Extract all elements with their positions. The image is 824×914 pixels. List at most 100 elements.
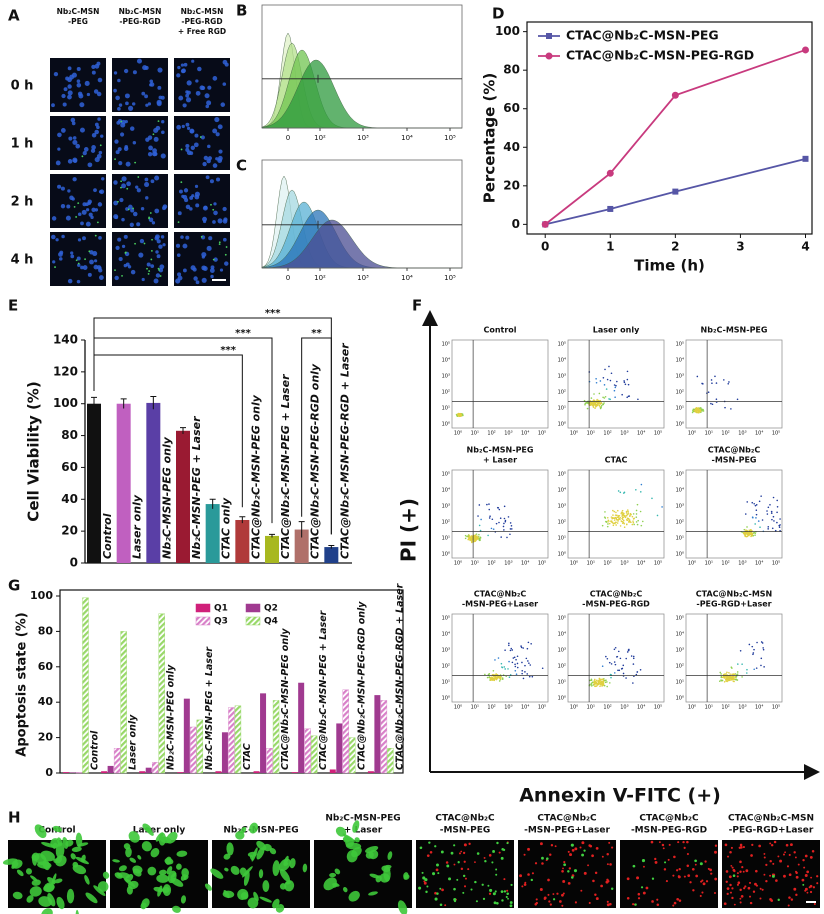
event-dot bbox=[752, 652, 755, 654]
dead-cell bbox=[802, 858, 805, 862]
x-tick-label: CTAC@Nb₂C-MSN-PEG + Laser bbox=[318, 609, 329, 770]
micrograph bbox=[174, 58, 230, 112]
dead-cell bbox=[727, 855, 730, 858]
dead-cell bbox=[714, 877, 718, 881]
y-tick-label: 20 bbox=[503, 178, 520, 192]
event-dot bbox=[488, 673, 490, 676]
event-dot bbox=[503, 666, 506, 668]
nucleus bbox=[162, 243, 166, 247]
live-cell bbox=[507, 897, 509, 900]
dead-cell bbox=[423, 880, 426, 883]
event-dot bbox=[515, 673, 518, 676]
event-dot bbox=[479, 529, 482, 532]
live-cells bbox=[112, 859, 120, 863]
y-tick-label: 10⁰ bbox=[442, 422, 450, 428]
event-dot bbox=[617, 650, 620, 653]
live-cells bbox=[329, 872, 337, 878]
event-dot bbox=[630, 655, 633, 657]
dead-cell bbox=[710, 872, 713, 875]
event-dot bbox=[766, 513, 769, 515]
nucleus bbox=[67, 189, 71, 193]
dead-cell bbox=[562, 867, 564, 870]
dead-cell bbox=[687, 874, 691, 877]
live-cell bbox=[426, 885, 429, 888]
dead-cell bbox=[631, 903, 635, 906]
event-dot bbox=[632, 513, 635, 515]
dead-cell bbox=[726, 887, 730, 891]
bar bbox=[387, 748, 394, 774]
y-tick-label: 10³ bbox=[558, 504, 566, 510]
event-dot bbox=[746, 533, 748, 536]
event-dot bbox=[602, 682, 605, 685]
x-tick-label: 10⁰ bbox=[688, 705, 696, 711]
event-dot bbox=[723, 680, 726, 683]
nucleus bbox=[224, 261, 229, 266]
event-dot bbox=[590, 683, 592, 686]
event-dot bbox=[509, 649, 512, 652]
micrograph bbox=[314, 840, 412, 908]
dead-cell bbox=[701, 891, 704, 894]
dead-cell bbox=[429, 850, 433, 854]
green-signal bbox=[75, 259, 78, 262]
nucleus bbox=[113, 71, 118, 75]
dead-cell bbox=[531, 872, 534, 875]
nucleus bbox=[210, 274, 214, 279]
event-dot bbox=[761, 519, 764, 521]
event-dot bbox=[503, 529, 505, 531]
event-dot bbox=[510, 524, 513, 527]
x-tick-label: Control bbox=[90, 730, 101, 770]
event-dot bbox=[754, 534, 756, 536]
dead-cell bbox=[731, 887, 734, 890]
event-dot bbox=[488, 676, 491, 679]
nucleus bbox=[139, 238, 145, 244]
dead-cell bbox=[739, 843, 743, 847]
bar bbox=[82, 597, 89, 774]
green-signal bbox=[114, 158, 116, 161]
nucleus bbox=[82, 265, 88, 270]
event-dot bbox=[755, 509, 758, 512]
dead-cell bbox=[692, 889, 695, 892]
live-cell bbox=[500, 856, 504, 860]
nucleus bbox=[207, 144, 211, 149]
dead-cell bbox=[547, 893, 550, 896]
live-cell bbox=[439, 903, 443, 907]
event-dot bbox=[599, 399, 601, 402]
event-dot bbox=[721, 676, 724, 679]
live-cell bbox=[418, 886, 422, 890]
image-label: CTAC@Nb₂C-MSN bbox=[728, 814, 814, 824]
nucleus bbox=[97, 117, 101, 121]
significance-bracket bbox=[93, 354, 243, 508]
event-dot bbox=[729, 673, 732, 675]
live-cell bbox=[541, 856, 544, 860]
event-dot bbox=[503, 522, 505, 525]
event-dot bbox=[496, 677, 499, 679]
live-cell bbox=[493, 901, 497, 905]
y-tick-label: 10² bbox=[676, 520, 684, 526]
event-dot bbox=[522, 647, 524, 649]
nucleus bbox=[132, 141, 137, 145]
dead-cell bbox=[709, 868, 712, 872]
nucleus bbox=[62, 102, 67, 107]
column-header: Nb₂C-MSN bbox=[181, 7, 224, 16]
nucleus bbox=[195, 79, 199, 83]
event-dot bbox=[491, 518, 494, 521]
event-dot bbox=[593, 678, 596, 681]
y-tick-label: 60 bbox=[38, 660, 54, 673]
nucleus bbox=[78, 93, 84, 99]
nucleus bbox=[96, 91, 102, 97]
event-dot bbox=[613, 672, 616, 674]
dead-cell bbox=[816, 882, 819, 885]
dead-cell bbox=[588, 844, 591, 847]
bar bbox=[120, 631, 127, 774]
event-dot bbox=[492, 678, 495, 681]
error-bar bbox=[180, 427, 186, 434]
event-dot bbox=[779, 529, 781, 532]
nucleus bbox=[131, 102, 136, 106]
event-dot bbox=[528, 662, 530, 664]
plot-title: Nb₂C-MSN-PEG bbox=[701, 326, 768, 335]
nucleus bbox=[123, 146, 129, 151]
event-dot bbox=[603, 679, 606, 682]
event-dot bbox=[756, 641, 758, 644]
event-dot bbox=[606, 657, 609, 660]
error-bar bbox=[328, 544, 335, 549]
